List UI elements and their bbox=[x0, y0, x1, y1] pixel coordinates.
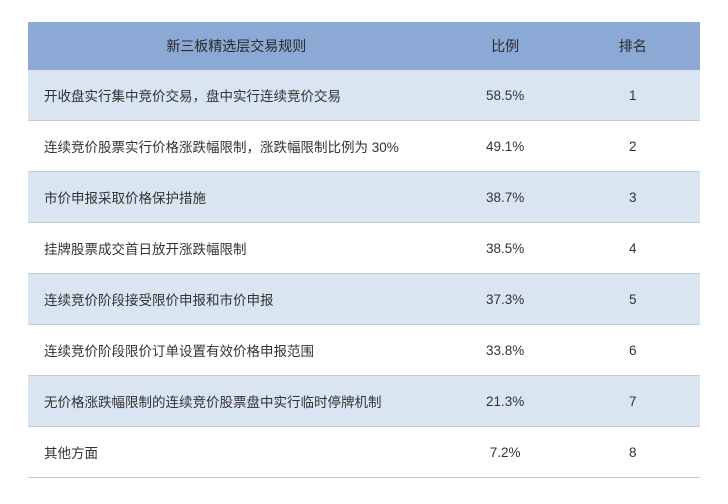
cell-rule: 无价格涨跌幅限制的连续竞价股票盘中实行临时停牌机制 bbox=[28, 376, 445, 427]
cell-rule: 开收盘实行集中竞价交易，盘中实行连续竞价交易 bbox=[28, 70, 445, 121]
cell-ratio: 38.5% bbox=[445, 223, 566, 274]
cell-rule: 连续竞价阶段限价订单设置有效价格申报范围 bbox=[28, 325, 445, 376]
cell-rank: 3 bbox=[566, 172, 700, 223]
cell-rule: 连续竞价阶段接受限价申报和市价申报 bbox=[28, 274, 445, 325]
cell-rule: 连续竞价股票实行价格涨跌幅限制，涨跌幅限制比例为 30% bbox=[28, 121, 445, 172]
cell-ratio: 38.7% bbox=[445, 172, 566, 223]
table-row: 市价申报采取价格保护措施 38.7% 3 bbox=[28, 172, 700, 223]
table-row: 开收盘实行集中竞价交易，盘中实行连续竞价交易 58.5% 1 bbox=[28, 70, 700, 121]
cell-rank: 8 bbox=[566, 427, 700, 478]
table-row: 连续竞价股票实行价格涨跌幅限制，涨跌幅限制比例为 30% 49.1% 2 bbox=[28, 121, 700, 172]
cell-ratio: 37.3% bbox=[445, 274, 566, 325]
cell-rank: 2 bbox=[566, 121, 700, 172]
header-rank: 排名 bbox=[566, 22, 700, 70]
rules-table: 新三板精选层交易规则 比例 排名 开收盘实行集中竞价交易，盘中实行连续竞价交易 … bbox=[28, 22, 700, 478]
cell-rank: 1 bbox=[566, 70, 700, 121]
header-rule: 新三板精选层交易规则 bbox=[28, 22, 445, 70]
cell-ratio: 33.8% bbox=[445, 325, 566, 376]
cell-rank: 4 bbox=[566, 223, 700, 274]
cell-rule: 挂牌股票成交首日放开涨跌幅限制 bbox=[28, 223, 445, 274]
cell-rank: 6 bbox=[566, 325, 700, 376]
table-row: 挂牌股票成交首日放开涨跌幅限制 38.5% 4 bbox=[28, 223, 700, 274]
cell-ratio: 7.2% bbox=[445, 427, 566, 478]
cell-ratio: 58.5% bbox=[445, 70, 566, 121]
cell-rank: 5 bbox=[566, 274, 700, 325]
table-row: 其他方面 7.2% 8 bbox=[28, 427, 700, 478]
cell-ratio: 49.1% bbox=[445, 121, 566, 172]
table-row: 无价格涨跌幅限制的连续竞价股票盘中实行临时停牌机制 21.3% 7 bbox=[28, 376, 700, 427]
cell-ratio: 21.3% bbox=[445, 376, 566, 427]
cell-rule: 市价申报采取价格保护措施 bbox=[28, 172, 445, 223]
header-ratio: 比例 bbox=[445, 22, 566, 70]
cell-rule: 其他方面 bbox=[28, 427, 445, 478]
table-row: 连续竞价阶段接受限价申报和市价申报 37.3% 5 bbox=[28, 274, 700, 325]
cell-rank: 7 bbox=[566, 376, 700, 427]
table-header-row: 新三板精选层交易规则 比例 排名 bbox=[28, 22, 700, 70]
table-row: 连续竞价阶段限价订单设置有效价格申报范围 33.8% 6 bbox=[28, 325, 700, 376]
